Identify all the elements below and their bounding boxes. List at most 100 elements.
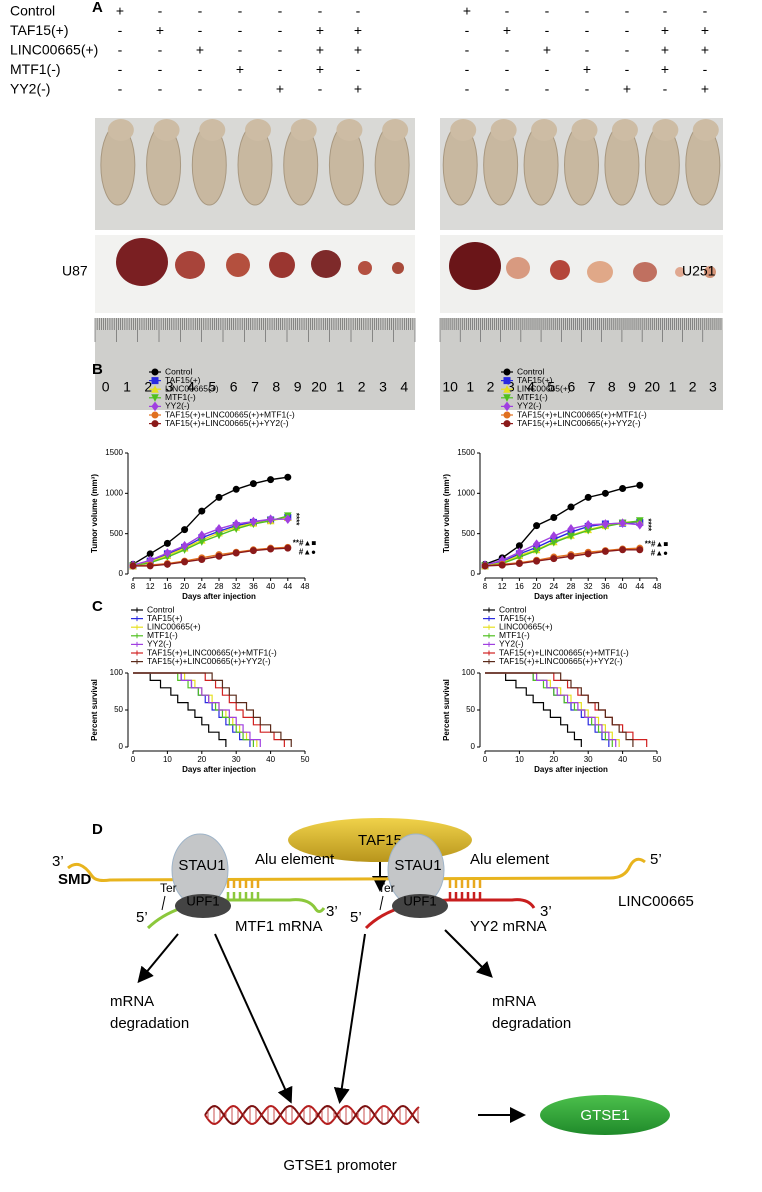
- row-label: MTF1(-): [10, 61, 61, 77]
- ruler-number: 3: [507, 379, 515, 395]
- x-tick-label: 48: [301, 582, 310, 591]
- mouse-head: [382, 119, 409, 141]
- end-label: 3’: [326, 903, 338, 920]
- annotation: ****: [292, 513, 301, 526]
- ruler-number: 8: [608, 379, 616, 395]
- survival-curve: [485, 672, 617, 747]
- sign: -: [505, 3, 510, 19]
- legend-label: YY2(-): [165, 401, 190, 411]
- marker: [636, 481, 644, 489]
- marker: [267, 476, 275, 484]
- x-tick-label: 36: [249, 582, 258, 591]
- marker: [619, 546, 627, 554]
- survival-curve: [133, 672, 227, 747]
- marker: [215, 493, 223, 501]
- sign: -: [585, 42, 590, 58]
- label: Alu element: [255, 851, 335, 868]
- node-label: STAU1: [178, 857, 225, 874]
- annotation: #▲●: [299, 547, 316, 556]
- sign: -: [465, 42, 470, 58]
- x-axis-title: Days after injection: [182, 592, 256, 601]
- marker: [636, 546, 644, 554]
- sign: -: [198, 3, 203, 19]
- marker: [129, 562, 137, 570]
- ruler-number: 1: [669, 379, 677, 395]
- sign: -: [585, 3, 590, 19]
- end-label: 5’: [650, 851, 662, 868]
- legend-label: YY2(-): [517, 401, 542, 411]
- sign: +: [156, 22, 164, 38]
- y-tick-label: 0: [119, 569, 124, 578]
- legend-label: LINC00665(+): [499, 621, 553, 631]
- sign: +: [354, 22, 362, 38]
- survival-curve: [133, 672, 254, 747]
- label: mRNA: [110, 993, 154, 1010]
- legend-label: YY2(-): [147, 639, 172, 649]
- label: SMD: [58, 871, 92, 888]
- x-tick-label: 12: [146, 582, 155, 591]
- legend-label: TAF15(+)+LINC00665(+)+MTF1(-): [147, 647, 277, 657]
- sign: -: [465, 61, 470, 77]
- sign: -: [505, 81, 510, 97]
- annotation: **#▲■: [293, 538, 317, 547]
- legend-marker: [503, 420, 511, 428]
- marker: [284, 544, 292, 552]
- mouse-head: [290, 119, 317, 141]
- y-tick-label: 0: [471, 569, 476, 578]
- legend-label: LINC00665(+): [165, 383, 219, 393]
- sign: +: [354, 81, 362, 97]
- mouse-head: [199, 119, 226, 141]
- x-axis-title: Days after injection: [534, 765, 608, 774]
- marker: [532, 539, 541, 549]
- marker: [636, 519, 644, 530]
- sign: -: [198, 81, 203, 97]
- mouse-head: [531, 119, 558, 141]
- sign: -: [356, 3, 361, 19]
- sign: -: [278, 22, 283, 38]
- marker: [584, 550, 592, 558]
- survival-curve: [133, 672, 292, 747]
- legend-label: Control: [165, 366, 193, 376]
- x-tick-label: 36: [601, 582, 610, 591]
- legend-marker: [151, 401, 159, 412]
- sign: -: [198, 22, 203, 38]
- survival-curve: [485, 672, 582, 747]
- marker: [533, 522, 541, 530]
- end-label: 5’: [136, 909, 148, 926]
- y-axis-title: Percent survival: [442, 679, 451, 741]
- ruler-number: 6: [230, 379, 238, 395]
- sign: -: [158, 61, 163, 77]
- legend-marker: [151, 420, 159, 428]
- sign: +: [583, 61, 591, 77]
- ruler-number: 4: [187, 379, 195, 395]
- survival-curve: [485, 672, 634, 747]
- survival-curve: [133, 672, 261, 747]
- tumor: [633, 262, 657, 282]
- marker: [567, 523, 575, 534]
- series-line: [484, 522, 640, 566]
- upf1: [175, 894, 231, 918]
- legend-marker: [151, 411, 159, 419]
- sign: -: [356, 61, 361, 77]
- marker: [163, 539, 171, 547]
- cell-line: U251: [682, 263, 716, 279]
- y-tick-label: 1500: [457, 448, 475, 457]
- x-tick-label: 8: [483, 582, 488, 591]
- series-line: [132, 546, 288, 567]
- sign: -: [118, 61, 123, 77]
- ruler-number: 8: [272, 379, 280, 395]
- ter-mark: [161, 895, 166, 911]
- ruler-number: 1: [336, 379, 344, 395]
- label: GTSE1 promoter: [283, 1157, 396, 1174]
- series-line: [484, 521, 640, 567]
- row-label: YY2(-): [10, 81, 50, 97]
- label: Alu element: [470, 851, 550, 868]
- sign: -: [238, 42, 243, 58]
- legend-label: MTF1(-): [517, 392, 548, 402]
- x-tick-label: 20: [180, 582, 189, 591]
- sign: +: [661, 61, 669, 77]
- series-line: [132, 516, 288, 567]
- sign: -: [545, 22, 550, 38]
- arrow: [444, 929, 493, 978]
- marker: [550, 531, 558, 541]
